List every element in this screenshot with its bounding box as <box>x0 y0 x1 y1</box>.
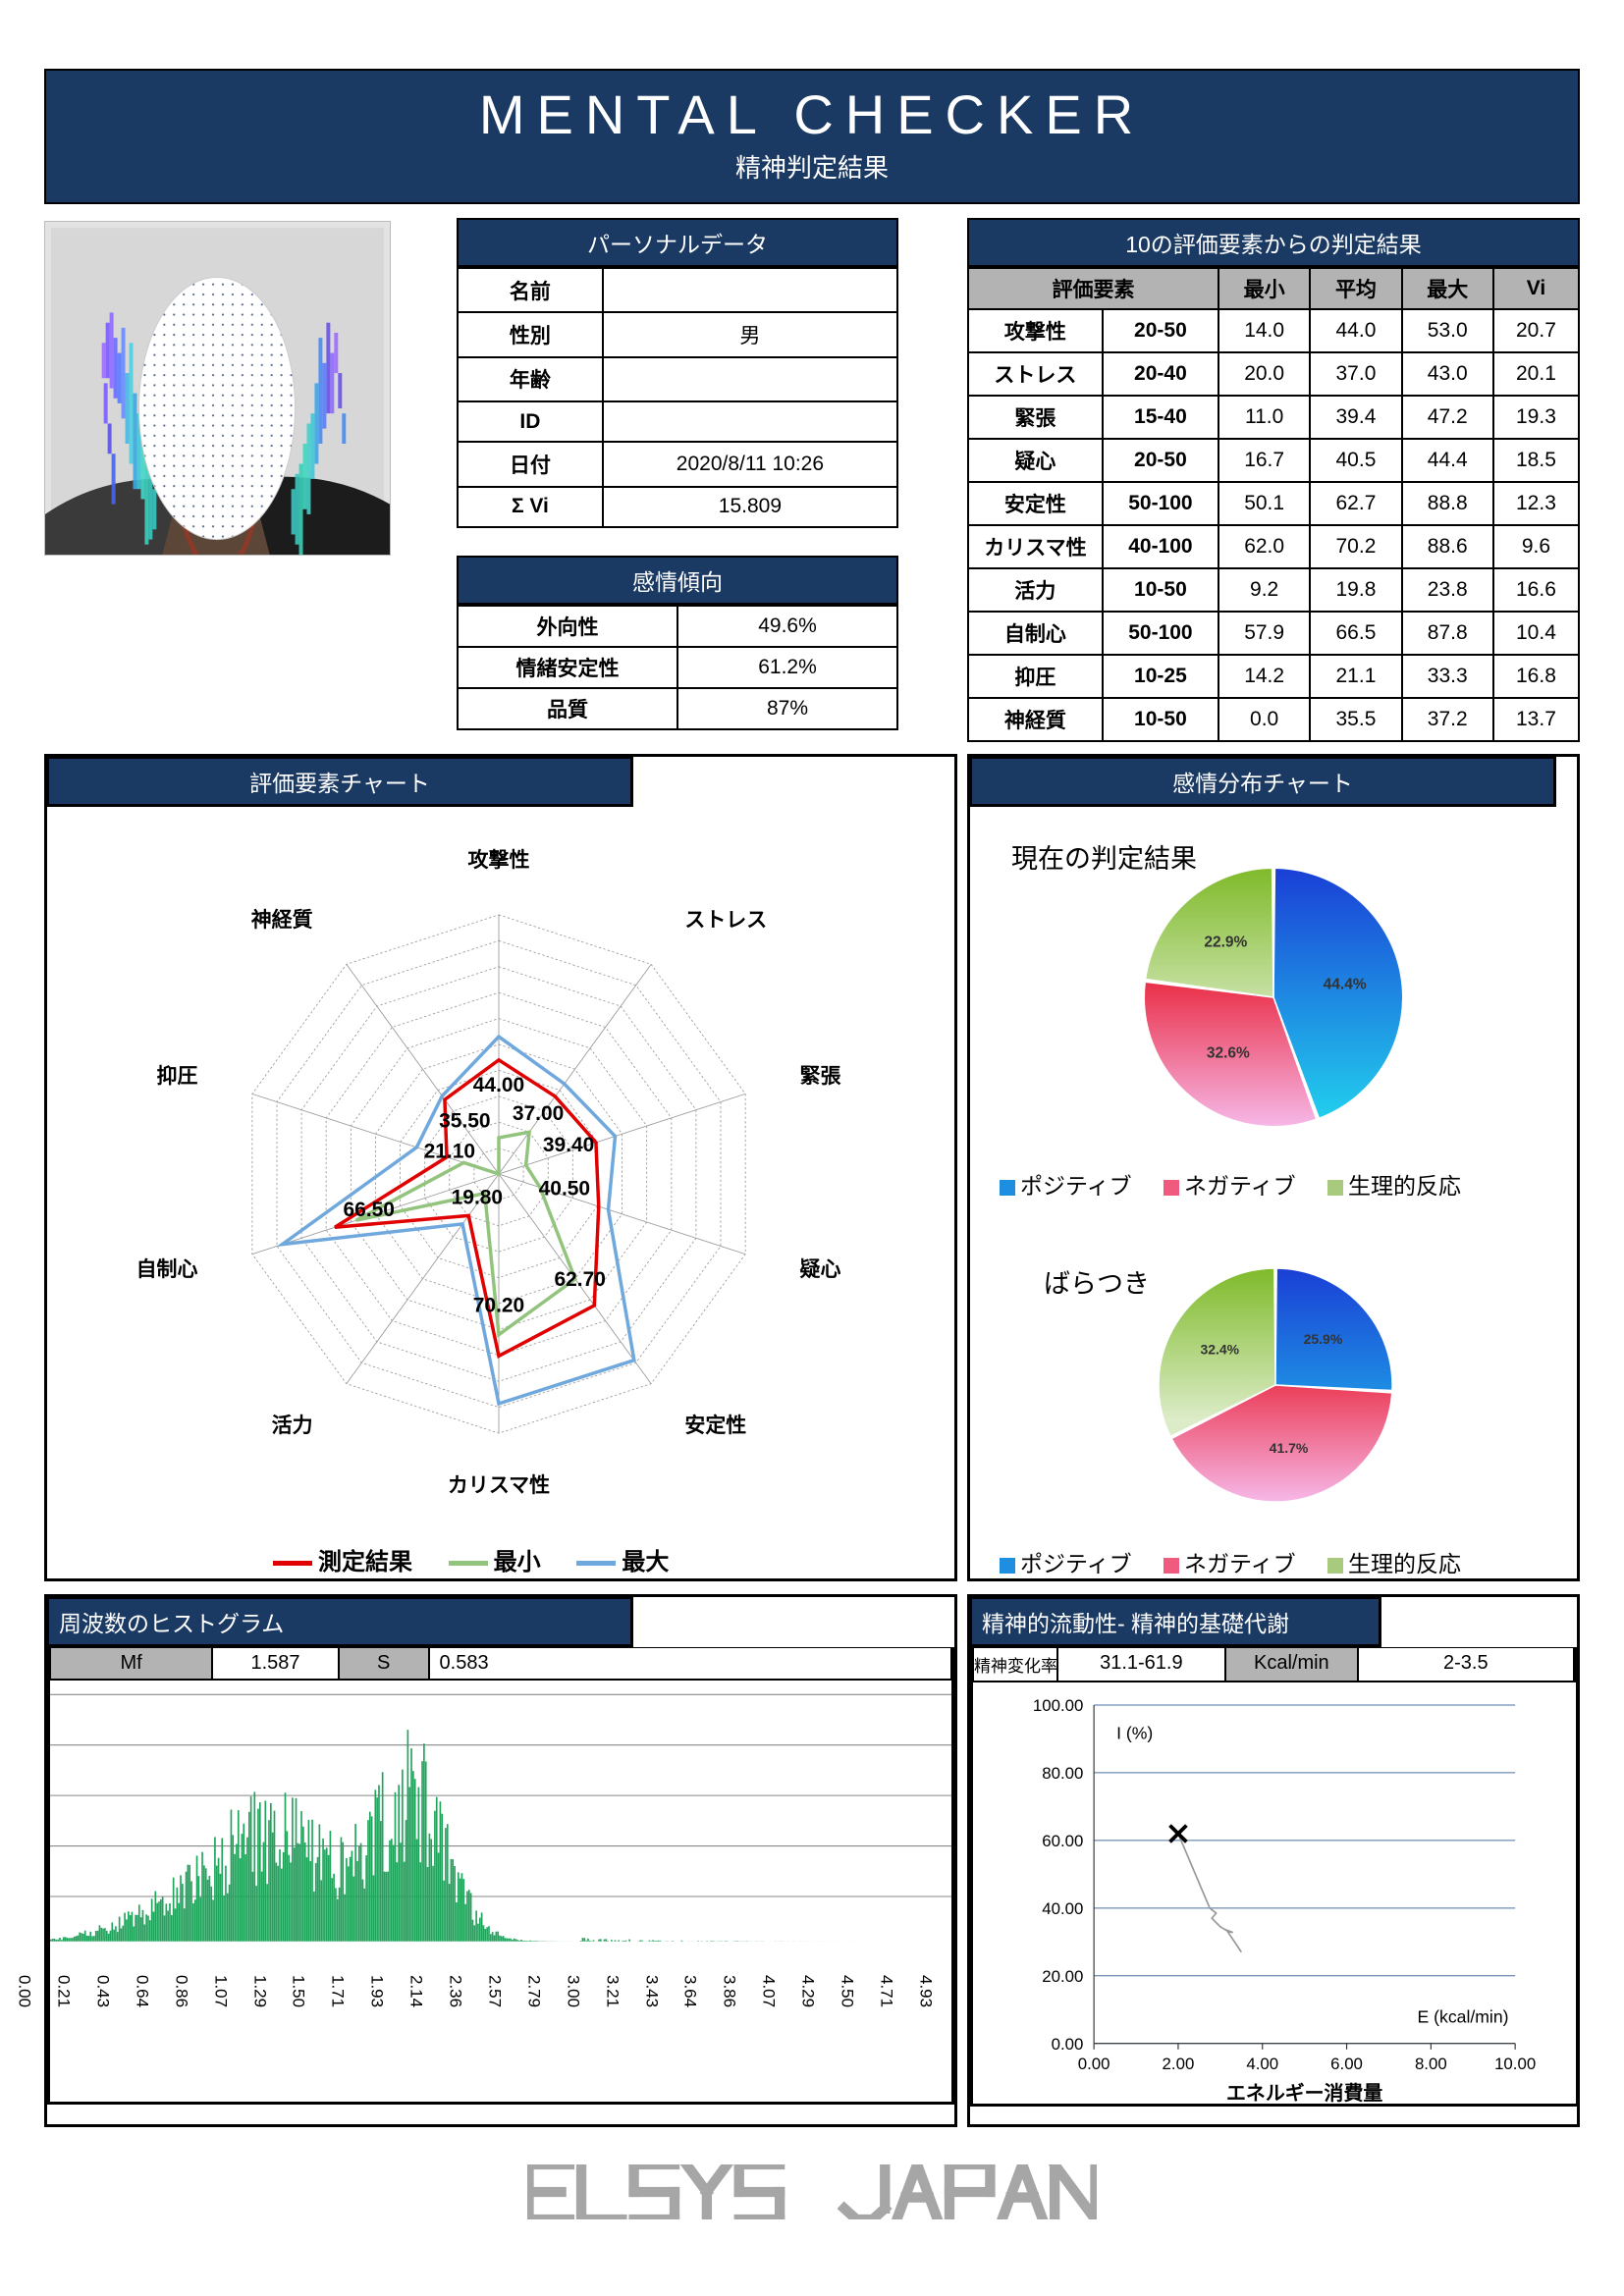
svg-text:41.7%: 41.7% <box>1270 1440 1309 1456</box>
svg-text:100.00: 100.00 <box>1033 1696 1084 1715</box>
svg-text:62.70: 62.70 <box>554 1268 605 1291</box>
svg-text:攻撃性: 攻撃性 <box>468 848 530 872</box>
svg-text:ストレス: ストレス <box>684 909 767 932</box>
svg-text:10.00: 10.00 <box>1494 2055 1536 2073</box>
svg-text:8.00: 8.00 <box>1415 2055 1447 2073</box>
svg-text:緊張: 緊張 <box>800 1065 841 1088</box>
svg-text:32.6%: 32.6% <box>1207 1045 1250 1062</box>
svg-text:70.20: 70.20 <box>473 1294 524 1316</box>
svg-text:I (%): I (%) <box>1116 1723 1153 1742</box>
svg-text:疑心: 疑心 <box>800 1258 841 1281</box>
svg-text:0.00: 0.00 <box>1078 2055 1110 2073</box>
svg-text:抑圧: 抑圧 <box>157 1065 198 1088</box>
svg-text:エネルギー消費量: エネルギー消費量 <box>1226 2081 1382 2104</box>
svg-text:22.9%: 22.9% <box>1204 934 1247 951</box>
svg-text:44.4%: 44.4% <box>1324 976 1367 992</box>
svg-text:80.00: 80.00 <box>1042 1764 1083 1783</box>
svg-text:E (kcal/min): E (kcal/min) <box>1418 2006 1509 2026</box>
svg-text:60.00: 60.00 <box>1042 1832 1083 1850</box>
svg-text:25.9%: 25.9% <box>1304 1331 1343 1347</box>
svg-text:66.50: 66.50 <box>344 1199 395 1221</box>
svg-text:40.50: 40.50 <box>539 1178 590 1201</box>
svg-text:19.80: 19.80 <box>452 1187 503 1209</box>
svg-text:32.4%: 32.4% <box>1200 1342 1239 1358</box>
svg-text:37.00: 37.00 <box>513 1102 564 1125</box>
svg-text:20.00: 20.00 <box>1042 1967 1083 1986</box>
svg-text:2.00: 2.00 <box>1163 2055 1195 2073</box>
svg-text:自制心: 自制心 <box>136 1257 198 1281</box>
svg-text:神経質: 神経質 <box>251 908 313 932</box>
svg-text:35.50: 35.50 <box>439 1109 490 1132</box>
svg-text:0.00: 0.00 <box>1052 2035 1084 2054</box>
svg-text:カリスマ性: カリスマ性 <box>448 1473 550 1497</box>
svg-text:活力: 活力 <box>272 1415 313 1437</box>
svg-text:39.40: 39.40 <box>543 1134 594 1156</box>
svg-text:21.10: 21.10 <box>424 1141 475 1163</box>
svg-text:44.00: 44.00 <box>473 1074 524 1096</box>
svg-text:6.00: 6.00 <box>1330 2055 1363 2073</box>
svg-text:安定性: 安定性 <box>684 1414 746 1437</box>
svg-text:40.00: 40.00 <box>1042 1899 1083 1918</box>
svg-text:4.00: 4.00 <box>1246 2055 1278 2073</box>
